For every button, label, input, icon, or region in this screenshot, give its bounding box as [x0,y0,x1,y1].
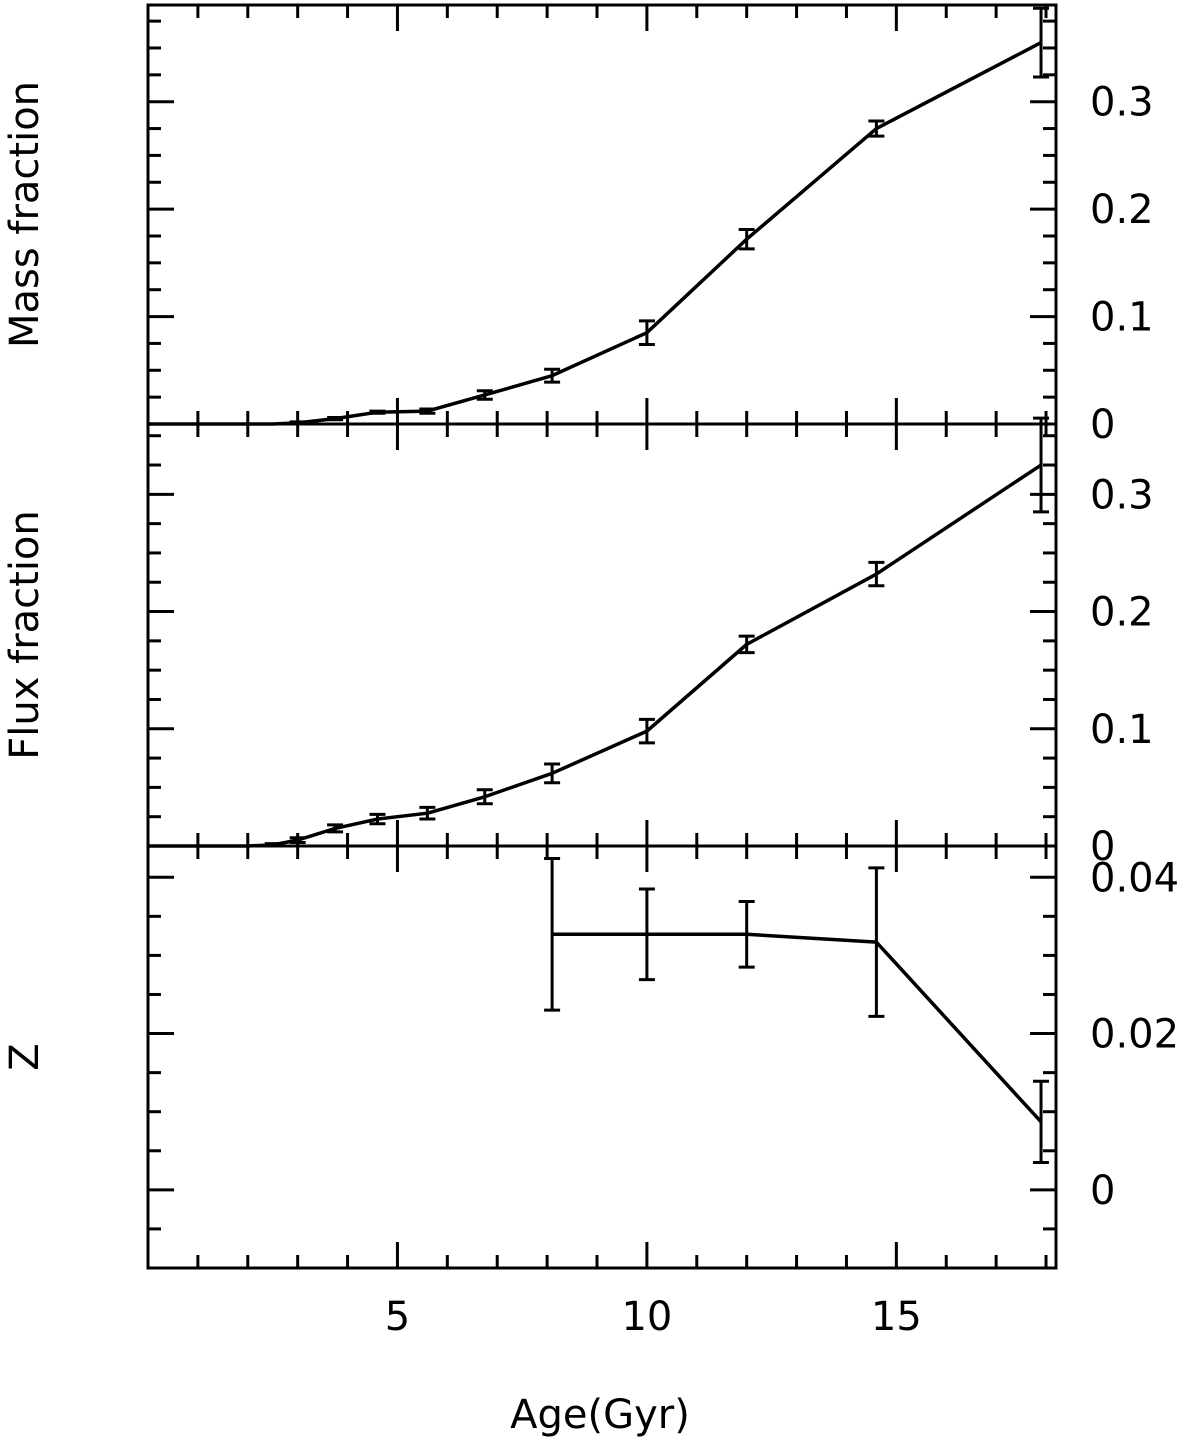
y-tick-label: 0.3 [1090,80,1154,126]
error-bar [638,717,655,745]
error-bar [544,367,561,384]
y-tick-label: 0.1 [1090,707,1154,753]
x-tick-label: 15 [871,1294,922,1340]
error-bar [419,805,436,821]
error-bar [419,407,436,415]
error-bar [369,812,386,826]
panel-bottom: 0 0.02 0.04 5 10 15 Z [2,844,1179,1340]
error-bar [1033,1079,1050,1164]
y-tick-label: 0 [1090,1168,1115,1214]
error-bar [476,788,493,806]
error-bar [638,319,655,346]
error-bar [1033,416,1050,514]
x-tick-label: 5 [385,1294,410,1340]
y-tick-label: 0 [1090,402,1115,448]
error-bar [327,823,344,834]
error-bar [738,899,755,969]
error-bar [868,119,885,138]
error-bar [1033,6,1050,79]
error-bar [738,228,755,251]
error-bar [638,887,655,982]
y-tick-label: 0.02 [1090,1012,1179,1058]
y-axis-title: Flux fraction [2,510,48,760]
series-line [148,463,1042,848]
y-tick-label: 0.2 [1090,187,1154,233]
error-bar [369,409,386,415]
error-bar [544,857,561,1012]
x-tick-label: 10 [621,1294,672,1340]
y-tick-label: 0 [1090,824,1115,870]
error-bar [544,762,561,785]
panel-frame [146,844,1058,1270]
error-bar [476,389,493,401]
error-bar [738,634,755,655]
series-line [552,932,1043,1124]
y-tick-label: 0.3 [1090,472,1154,518]
y-tick-label: 0.04 [1090,855,1179,901]
x-axis-title: Age(Gyr) [510,1392,690,1438]
panel-top: 0 0.1 0.2 0.3 Mass fraction [2,3,1154,448]
panel-frame [146,422,1058,848]
error-bar [868,866,885,1018]
panel-frame [146,3,1058,426]
y-axis-title: Z [2,1043,48,1070]
series-line [148,41,1042,426]
y-tick-label: 0.2 [1090,590,1154,636]
error-bar [289,836,306,844]
y-tick-label: 0.1 [1090,295,1154,341]
y-axis-title: Mass fraction [2,81,48,348]
panel-middle: 0 0.1 0.2 0.3 Flux fraction [2,416,1154,870]
error-bar [868,560,885,588]
error-bar [327,416,344,422]
